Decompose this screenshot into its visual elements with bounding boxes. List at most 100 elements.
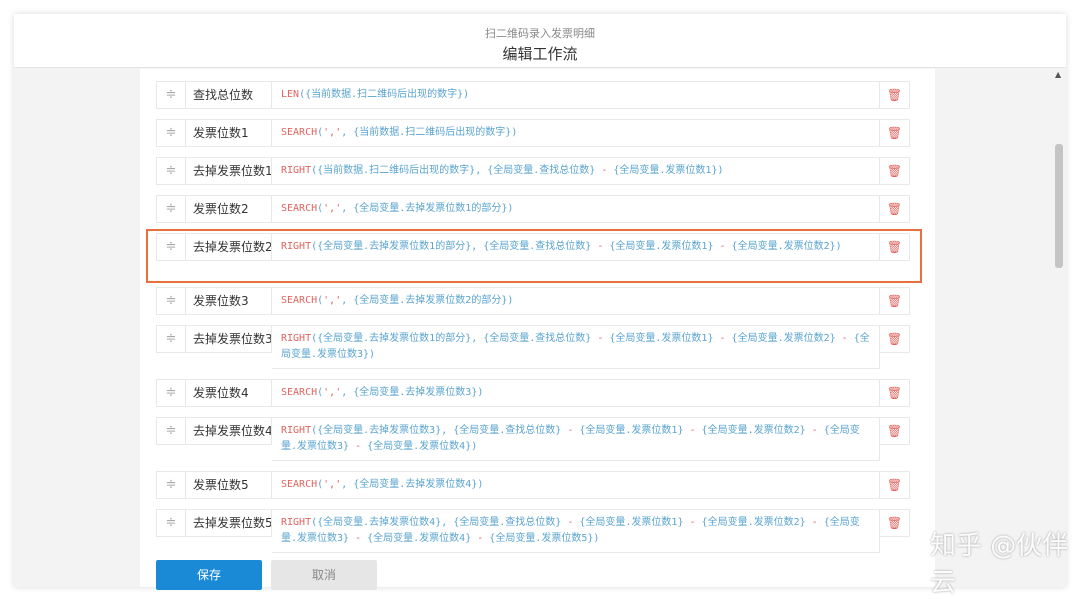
- trash-icon[interactable]: 🗑: [880, 195, 910, 223]
- scroll-up-icon[interactable]: ▲: [1055, 70, 1062, 79]
- trash-icon[interactable]: 🗑: [880, 509, 910, 537]
- formula-row: ≑ 去掉发票位数5 RIGHT({全局变量.去掉发票位数4}, {全局变量.查找…: [156, 509, 910, 553]
- scrollbar[interactable]: ▲: [1052, 68, 1066, 573]
- formula-token: SEARCH: [281, 295, 318, 306]
- save-button[interactable]: 保存: [156, 560, 262, 590]
- variable-name[interactable]: 发票位数3: [186, 287, 272, 315]
- formula-token: ({当前数据.扫二维码后出现的数字}): [299, 89, 470, 100]
- scrollbar-thumb[interactable]: [1055, 144, 1063, 268]
- formula-row: ≑ 去掉发票位数4 RIGHT({全局变量.去掉发票位数3}, {全局变量.查找…: [156, 417, 910, 461]
- formula-row: ≑ 发票位数5 SEARCH(',', {全局变量.去掉发票位数4}) 🗑: [156, 471, 910, 499]
- trash-icon[interactable]: 🗑: [880, 119, 910, 147]
- drag-handle-icon[interactable]: ≑: [156, 509, 186, 537]
- formula-row: ≑ 发票位数2 SEARCH(',', {全局变量.去掉发票位数1的部分}) 🗑: [156, 195, 910, 223]
- formula-token: (: [317, 295, 324, 306]
- formula-token: ({全局变量.去掉发票位数1的部分}, {全局变量.查找总位数}: [311, 333, 598, 344]
- formula-token: RIGHT: [281, 333, 312, 344]
- drag-handle-icon[interactable]: ≑: [156, 417, 186, 445]
- formula-row: ≑ 去掉发票位数1 RIGHT({当前数据.扫二维码后出现的数字}, {全局变量…: [156, 157, 910, 185]
- modal-title: 编辑工作流: [502, 45, 578, 63]
- trash-icon[interactable]: 🗑: [880, 233, 910, 261]
- variable-name[interactable]: 发票位数1: [186, 119, 272, 147]
- formula-token: ',': [323, 295, 342, 306]
- trash-icon[interactable]: 🗑: [880, 379, 910, 407]
- formula-token: ({全局变量.去掉发票位数1的部分}, {全局变量.查找总位数}: [311, 241, 598, 252]
- drag-handle-icon[interactable]: ≑: [156, 119, 186, 147]
- formula-input[interactable]: SEARCH(',', {全局变量.去掉发票位数3}): [272, 379, 880, 407]
- formula-token: , {当前数据.扫二维码后出现的数字}): [341, 127, 518, 138]
- formula-token: -: [355, 533, 362, 544]
- drag-handle-icon[interactable]: ≑: [156, 157, 186, 185]
- formula-token: {全局变量.发票位数2}: [695, 425, 812, 436]
- formula-row: ≑ 去掉发票位数2 RIGHT({全局变量.去掉发票位数1的部分}, {全局变量…: [156, 233, 910, 261]
- trash-icon[interactable]: 🗑: [880, 287, 910, 315]
- formula-list: ≑ 查找总位数 LEN({当前数据.扫二维码后出现的数字}) 🗑 ≑ 发票位数1 …: [140, 69, 935, 587]
- formula-token: , {全局变量.去掉发票位数4}): [341, 479, 484, 490]
- variable-name[interactable]: 发票位数4: [186, 379, 272, 407]
- formula-input[interactable]: SEARCH(',', {当前数据.扫二维码后出现的数字}): [272, 119, 880, 147]
- formula-token: -: [601, 165, 608, 176]
- drag-handle-icon[interactable]: ≑: [156, 233, 186, 261]
- formula-token: ({全局变量.去掉发票位数4}, {全局变量.查找总位数}: [311, 517, 568, 528]
- formula-token: , {全局变量.去掉发票位数3}): [341, 387, 484, 398]
- formula-token: {全局变量.发票位数5}): [483, 533, 600, 544]
- formula-token: {全局变量.发票位数1}: [573, 517, 690, 528]
- formula-row: ≑ 发票位数4 SEARCH(',', {全局变量.去掉发票位数3}) 🗑: [156, 379, 910, 407]
- cancel-button[interactable]: 取消: [271, 560, 377, 590]
- formula-token: {全局变量.发票位数3}: [281, 517, 860, 544]
- formula-token: (: [317, 203, 324, 214]
- drag-handle-icon[interactable]: ≑: [156, 81, 186, 109]
- formula-token: {全局变量.发票位数1}): [607, 165, 724, 176]
- formula-row: ≑ 去掉发票位数3 RIGHT({全局变量.去掉发票位数1的部分}, {全局变量…: [156, 325, 910, 369]
- drag-handle-icon[interactable]: ≑: [156, 287, 186, 315]
- formula-token: -: [841, 333, 848, 344]
- formula-input[interactable]: SEARCH(',', {全局变量.去掉发票位数2的部分}): [272, 287, 880, 315]
- variable-name[interactable]: 发票位数5: [186, 471, 272, 499]
- modal-header: 扫二维码录入发票明细 编辑工作流: [14, 14, 1066, 68]
- watermark: 知乎 @伙伴云: [930, 531, 1069, 598]
- formula-token: {全局变量.发票位数2}: [725, 333, 842, 344]
- formula-token: RIGHT: [281, 425, 312, 436]
- variable-name[interactable]: 去掉发票位数5: [186, 509, 272, 537]
- variable-name[interactable]: 去掉发票位数4: [186, 417, 272, 445]
- drag-handle-icon[interactable]: ≑: [156, 379, 186, 407]
- trash-icon[interactable]: 🗑: [880, 325, 910, 353]
- formula-token: ({当前数据.扫二维码后出现的数字}, {全局变量.查找总位数}: [311, 165, 602, 176]
- variable-name[interactable]: 查找总位数: [186, 81, 272, 109]
- formula-token: LEN: [281, 89, 300, 100]
- formula-token: (: [317, 127, 324, 138]
- formula-token: {全局变量.发票位数3}): [281, 333, 870, 360]
- formula-input[interactable]: RIGHT({全局变量.去掉发票位数1的部分}, {全局变量.查找总位数} - …: [272, 233, 880, 261]
- formula-token: {全局变量.发票位数1}: [603, 333, 720, 344]
- trash-icon[interactable]: 🗑: [880, 81, 910, 109]
- formula-token: SEARCH: [281, 203, 318, 214]
- formula-row: ≑ 发票位数1 SEARCH(',', {当前数据.扫二维码后出现的数字}) 🗑: [156, 119, 910, 147]
- formula-token: (: [317, 387, 324, 398]
- formula-input[interactable]: RIGHT({当前数据.扫二维码后出现的数字}, {全局变量.查找总位数} - …: [272, 157, 880, 185]
- formula-token: -: [719, 333, 726, 344]
- trash-icon[interactable]: 🗑: [880, 471, 910, 499]
- drag-handle-icon[interactable]: ≑: [156, 325, 186, 353]
- formula-token: {全局变量.发票位数1}: [573, 425, 690, 436]
- formula-input[interactable]: RIGHT({全局变量.去掉发票位数3}, {全局变量.查找总位数} - {全局…: [272, 417, 880, 461]
- variable-name[interactable]: 去掉发票位数2: [186, 233, 272, 261]
- variable-name[interactable]: 去掉发票位数1: [186, 157, 272, 185]
- formula-token: -: [811, 517, 818, 528]
- formula-input[interactable]: SEARCH(',', {全局变量.去掉发票位数4}): [272, 471, 880, 499]
- trash-icon[interactable]: 🗑: [880, 157, 910, 185]
- formula-token: {全局变量.发票位数2}: [695, 517, 812, 528]
- formula-input[interactable]: SEARCH(',', {全局变量.去掉发票位数1的部分}): [272, 195, 880, 223]
- formula-token: , {全局变量.去掉发票位数2的部分}): [341, 295, 514, 306]
- drag-handle-icon[interactable]: ≑: [156, 471, 186, 499]
- formula-token: -: [597, 333, 604, 344]
- formula-token: RIGHT: [281, 517, 312, 528]
- formula-input[interactable]: RIGHT({全局变量.去掉发票位数1的部分}, {全局变量.查找总位数} - …: [272, 325, 880, 369]
- formula-token: {全局变量.发票位数1}: [603, 241, 720, 252]
- variable-name[interactable]: 发票位数2: [186, 195, 272, 223]
- variable-name[interactable]: 去掉发票位数3: [186, 325, 272, 353]
- formula-token: -: [811, 425, 818, 436]
- trash-icon[interactable]: 🗑: [880, 417, 910, 445]
- formula-input[interactable]: RIGHT({全局变量.去掉发票位数4}, {全局变量.查找总位数} - {全局…: [272, 509, 880, 553]
- drag-handle-icon[interactable]: ≑: [156, 195, 186, 223]
- formula-input[interactable]: LEN({当前数据.扫二维码后出现的数字}): [272, 81, 880, 109]
